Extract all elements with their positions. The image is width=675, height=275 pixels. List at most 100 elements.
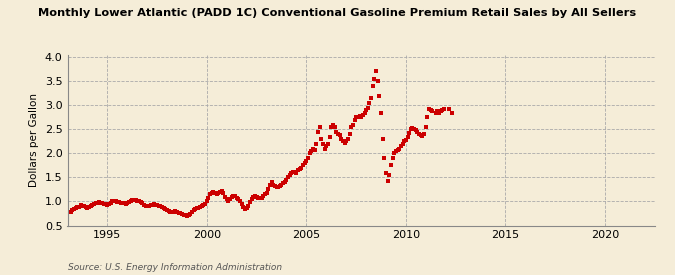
Point xyxy=(95,201,106,205)
Point xyxy=(332,132,343,136)
Point xyxy=(122,201,132,206)
Point xyxy=(402,134,413,139)
Point xyxy=(230,194,240,198)
Point xyxy=(422,115,433,120)
Point xyxy=(186,210,197,214)
Point xyxy=(294,167,305,171)
Point xyxy=(90,201,101,206)
Point xyxy=(392,147,403,152)
Point xyxy=(105,201,116,205)
Point xyxy=(352,115,363,120)
Point xyxy=(182,214,192,218)
Point xyxy=(80,205,91,210)
Point xyxy=(356,115,367,120)
Point xyxy=(275,184,286,188)
Point xyxy=(300,161,310,165)
Point xyxy=(167,210,178,214)
Point xyxy=(178,213,189,217)
Point xyxy=(233,197,244,201)
Point xyxy=(425,108,436,112)
Point xyxy=(118,201,129,206)
Point xyxy=(397,142,408,146)
Point xyxy=(155,204,166,208)
Point xyxy=(213,191,224,195)
Point xyxy=(338,139,348,144)
Point xyxy=(271,185,282,189)
Point xyxy=(372,79,383,84)
Point xyxy=(417,134,428,138)
Point xyxy=(414,132,425,136)
Point xyxy=(168,209,179,214)
Point xyxy=(210,191,221,195)
Point xyxy=(198,203,209,208)
Point xyxy=(366,96,377,100)
Point xyxy=(72,205,83,210)
Point xyxy=(443,107,454,111)
Point xyxy=(146,203,157,207)
Point xyxy=(400,138,411,142)
Point xyxy=(407,126,418,131)
Point xyxy=(258,194,269,198)
Point xyxy=(250,194,261,198)
Point xyxy=(447,111,458,115)
Point xyxy=(190,207,200,211)
Point xyxy=(346,125,356,129)
Point xyxy=(391,149,402,153)
Point xyxy=(409,127,420,132)
Point xyxy=(153,204,164,208)
Point xyxy=(143,204,154,208)
Point xyxy=(434,111,445,115)
Point xyxy=(223,198,234,203)
Point xyxy=(203,196,214,200)
Point xyxy=(241,205,252,210)
Point xyxy=(268,183,279,187)
Point xyxy=(319,147,330,151)
Point xyxy=(113,200,124,205)
Point xyxy=(375,111,386,115)
Point xyxy=(364,101,375,105)
Point xyxy=(107,199,117,204)
Point xyxy=(387,156,398,160)
Point xyxy=(351,115,362,120)
Point xyxy=(396,144,406,148)
Point xyxy=(110,199,121,203)
Point xyxy=(315,125,325,129)
Text: Source: U.S. Energy Information Administration: Source: U.S. Energy Information Administ… xyxy=(68,263,281,272)
Point xyxy=(283,175,294,180)
Point xyxy=(331,130,342,134)
Point xyxy=(385,163,396,168)
Point xyxy=(192,206,202,210)
Point xyxy=(437,108,448,112)
Point xyxy=(326,125,337,129)
Point xyxy=(137,201,148,206)
Point xyxy=(281,178,292,182)
Point xyxy=(99,202,109,206)
Point xyxy=(377,137,388,141)
Point xyxy=(251,194,262,199)
Point xyxy=(359,111,370,115)
Text: Monthly Lower Atlantic (PADD 1C) Conventional Gasoline Premium Retail Sales by A: Monthly Lower Atlantic (PADD 1C) Convent… xyxy=(38,8,637,18)
Point xyxy=(362,106,373,110)
Point xyxy=(170,209,181,213)
Point xyxy=(171,209,182,214)
Point xyxy=(238,205,248,210)
Point xyxy=(132,199,142,203)
Point xyxy=(256,196,267,200)
Point xyxy=(412,130,423,134)
Point xyxy=(253,196,264,200)
Point xyxy=(185,212,196,217)
Point xyxy=(67,208,78,212)
Point xyxy=(135,200,146,204)
Point xyxy=(288,169,298,174)
Point xyxy=(404,131,414,136)
Point xyxy=(269,184,280,188)
Point xyxy=(334,133,345,138)
Point xyxy=(323,142,333,146)
Point xyxy=(207,191,217,195)
Point xyxy=(92,201,103,205)
Point xyxy=(324,134,335,139)
Point xyxy=(246,197,257,201)
Point xyxy=(225,197,236,201)
Point xyxy=(69,207,80,211)
Point xyxy=(394,147,405,151)
